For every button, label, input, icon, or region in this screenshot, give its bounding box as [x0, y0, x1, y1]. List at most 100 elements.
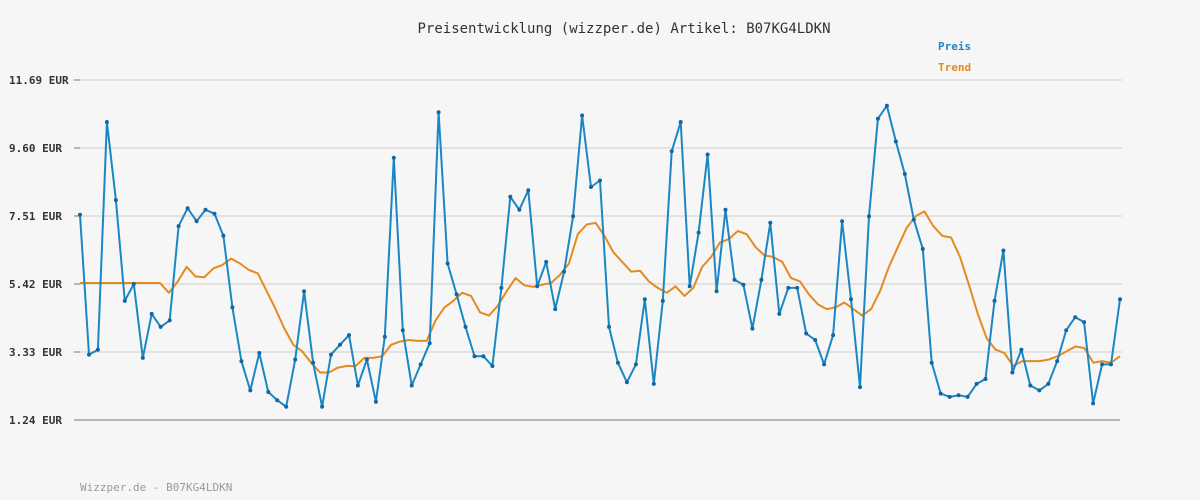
price-point	[804, 331, 809, 336]
price-point	[858, 385, 862, 390]
price-point	[660, 298, 665, 303]
price-point	[633, 362, 638, 367]
price-point	[1100, 362, 1105, 367]
series-line-preis	[79, 104, 1121, 408]
price-point	[911, 217, 916, 222]
price-point	[696, 230, 701, 235]
price-point	[329, 352, 333, 357]
price-point	[624, 380, 629, 385]
price-point	[822, 362, 827, 367]
price-point	[759, 277, 764, 282]
price-point	[481, 354, 486, 359]
price-point	[651, 381, 656, 386]
price-point	[875, 116, 880, 121]
price-point	[965, 394, 970, 399]
price-point	[1037, 388, 1042, 393]
price-point	[1073, 315, 1078, 320]
price-point	[920, 246, 925, 251]
price-point	[884, 103, 889, 108]
price-point	[382, 334, 387, 339]
price-point	[893, 139, 898, 144]
price-point	[373, 399, 378, 404]
price-point	[732, 277, 737, 282]
price-point	[1010, 370, 1015, 375]
price-point	[490, 364, 495, 368]
price-point	[176, 224, 181, 229]
price-point	[1055, 359, 1060, 364]
price-point	[831, 333, 836, 338]
price-point	[562, 269, 567, 274]
legend: Preis Trend	[938, 40, 971, 74]
series-lines	[78, 103, 1122, 409]
price-point	[974, 381, 979, 386]
y-tick-label: 1.24 EUR	[9, 414, 62, 427]
y-axis-tick-labels: 11.69 EUR 9.60 EUR 7.51 EUR 5.42 EUR 3.33 EU…	[9, 74, 80, 427]
price-point	[203, 207, 208, 212]
price-point	[607, 324, 611, 329]
price-point	[535, 284, 540, 289]
price-point	[598, 178, 602, 183]
price-point	[1118, 297, 1122, 302]
price-point	[266, 390, 271, 394]
price-point	[427, 341, 432, 346]
price-point	[1028, 383, 1033, 388]
price-point	[275, 398, 280, 403]
price-point	[705, 152, 710, 157]
price-point	[589, 185, 593, 189]
price-point	[194, 219, 199, 224]
y-tick-label: 9.60 EUR	[9, 142, 62, 155]
price-point	[499, 285, 504, 290]
price-point	[687, 284, 692, 289]
price-point	[140, 355, 145, 360]
price-point	[642, 297, 647, 302]
price-point	[418, 362, 423, 367]
grid-lines	[80, 79, 1122, 353]
price-point	[750, 326, 755, 331]
price-point	[723, 207, 728, 212]
price-point	[104, 120, 109, 124]
price-point	[1001, 248, 1006, 253]
price-point	[454, 292, 459, 297]
price-point	[517, 207, 522, 212]
footer-text: Wizzper.de - B07KG4LDKN	[80, 481, 232, 494]
price-point	[391, 155, 396, 160]
price-point	[212, 211, 217, 216]
price-point	[580, 113, 585, 118]
price-point	[840, 219, 845, 224]
price-point	[867, 214, 871, 219]
price-point	[938, 391, 943, 396]
price-point	[929, 360, 934, 365]
price-point	[1091, 401, 1096, 406]
price-point	[400, 328, 405, 333]
price-point	[87, 352, 91, 357]
series-line-trend	[80, 210, 1121, 374]
price-point	[302, 289, 307, 294]
price-point	[78, 212, 82, 217]
price-point	[956, 393, 961, 398]
price-point	[571, 214, 576, 219]
price-point	[338, 342, 342, 347]
price-point	[678, 120, 683, 124]
price-point	[902, 172, 907, 176]
price-point	[230, 305, 235, 310]
price-point	[553, 307, 558, 312]
price-point	[364, 357, 369, 362]
y-tick-label: 11.69 EUR	[9, 74, 69, 87]
price-point	[741, 282, 746, 287]
price-point	[813, 338, 818, 342]
y-tick-label: 7.51 EUR	[9, 210, 62, 223]
price-point	[947, 394, 952, 399]
price-point	[795, 285, 800, 290]
price-point	[1064, 328, 1069, 333]
price-point	[463, 324, 468, 329]
price-point	[131, 282, 136, 286]
price-point	[293, 357, 298, 362]
legend-entry-preis: Preis	[938, 40, 971, 53]
price-point	[615, 360, 620, 365]
price-point	[113, 198, 118, 203]
price-point	[445, 261, 450, 266]
price-point	[544, 259, 549, 264]
price-point	[409, 383, 414, 388]
price-point	[257, 351, 262, 355]
